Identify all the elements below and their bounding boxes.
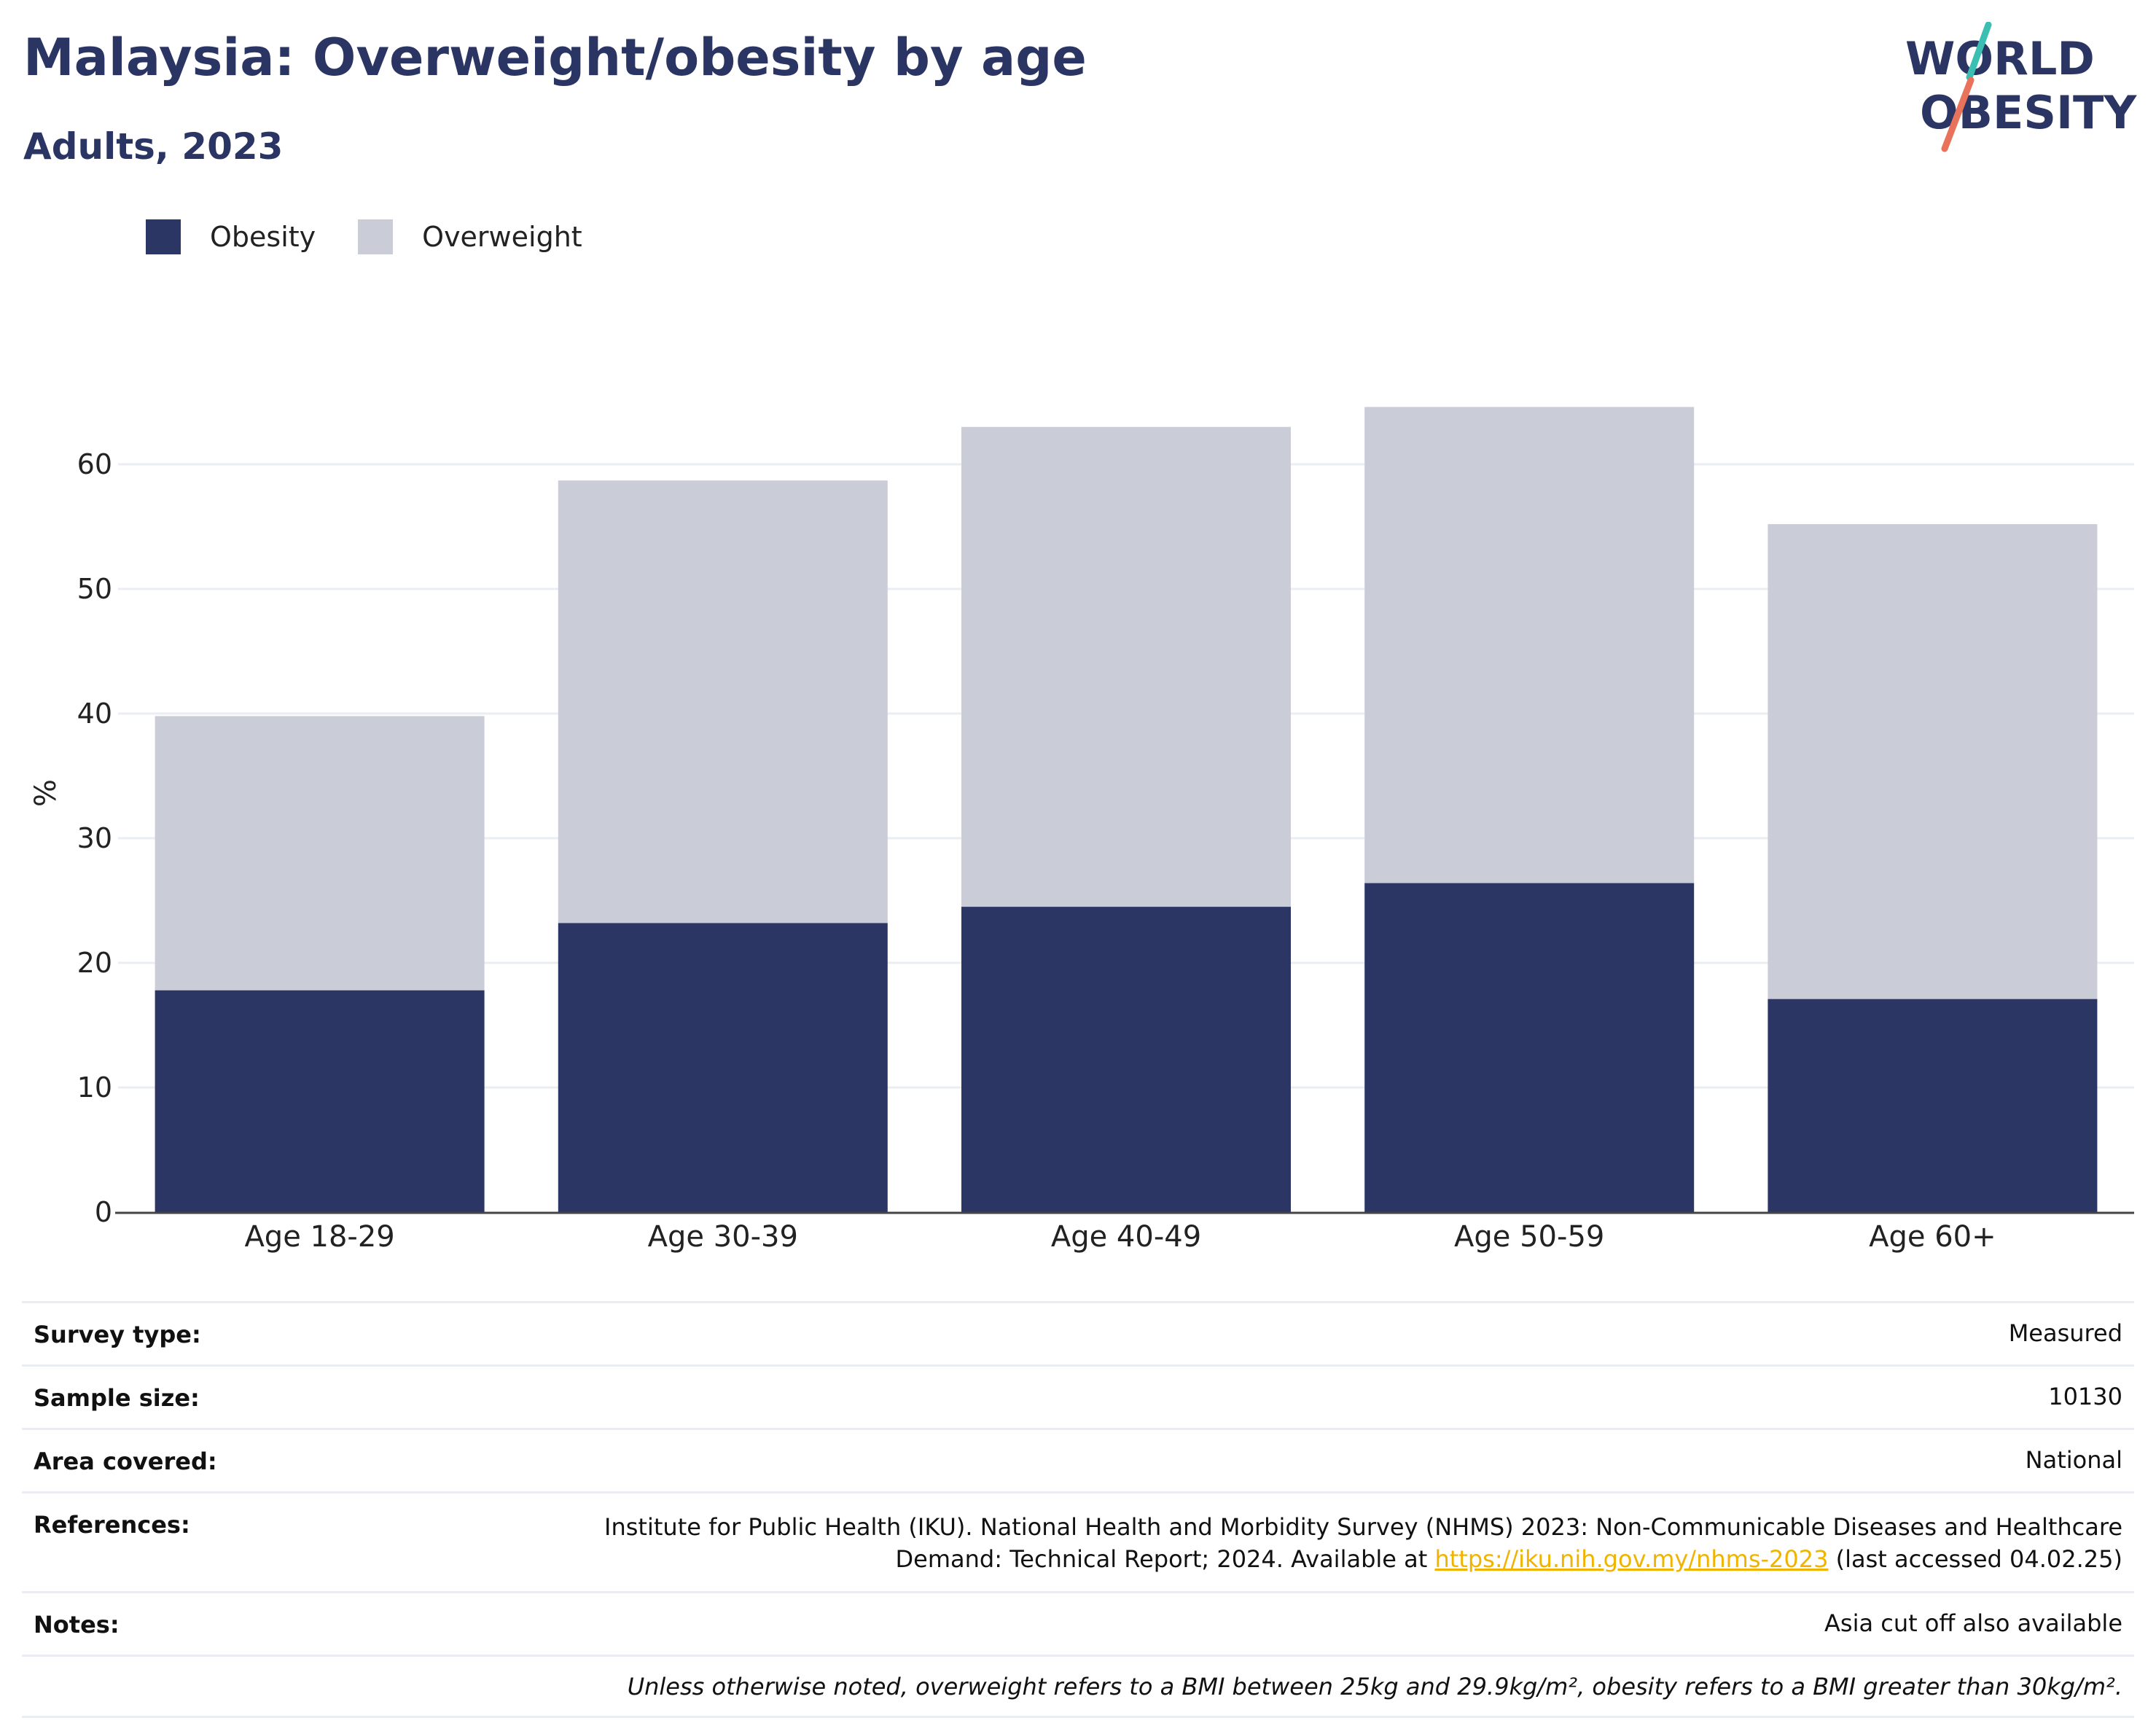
references-value: Institute for Public Health (IKU). Natio… — [604, 1511, 2122, 1575]
legend-item-overweight[interactable]: Overweight — [358, 219, 582, 254]
info-row-sample-size: Sample size: 10130 — [22, 1364, 2134, 1428]
survey-type-value: Measured — [2008, 1319, 2122, 1347]
y-tick-label: 60 — [77, 448, 112, 480]
bar-overweight — [1768, 524, 2098, 999]
y-axis-label: % — [29, 779, 63, 807]
footnote-text: Unless otherwise noted, overweight refer… — [627, 1673, 2122, 1700]
y-tick-label: 0 — [95, 1196, 112, 1228]
references-text-suffix: (last accessed 04.02.25) — [1828, 1545, 2122, 1573]
info-table: Survey type: Measured Sample size: 10130… — [22, 1301, 2134, 1718]
bar-obesity — [1768, 999, 2098, 1212]
info-row-references: References: Institute for Public Health … — [22, 1491, 2134, 1591]
bar-obesity — [558, 923, 888, 1212]
references-label: References: — [34, 1511, 190, 1539]
bar-obesity — [1364, 883, 1695, 1212]
sample-size-value: 10130 — [2048, 1383, 2122, 1410]
x-tick-label: Age 50-59 — [1454, 1220, 1604, 1254]
x-tick-label: Age 60+ — [1869, 1220, 1996, 1254]
notes-label: Notes: — [34, 1611, 120, 1639]
y-tick-label: 50 — [77, 573, 112, 605]
bar-overweight — [1364, 407, 1695, 883]
legend-label-obesity: Obesity — [210, 221, 316, 253]
info-row-notes: Notes: Asia cut off also available — [22, 1591, 2134, 1655]
references-text-prefix: Demand: Technical Report; 2024. Availabl… — [895, 1545, 1435, 1573]
y-tick-label: 10 — [77, 1071, 112, 1104]
y-tick-label: 20 — [77, 947, 112, 979]
notes-value: Asia cut off also available — [1824, 1609, 2122, 1637]
legend-item-obesity[interactable]: Obesity — [146, 219, 316, 254]
bar-overweight — [961, 426, 1291, 907]
x-tick-label: Age 40-49 — [1051, 1220, 1201, 1254]
sample-size-label: Sample size: — [34, 1384, 200, 1412]
bar-overweight — [155, 716, 485, 991]
area-covered-label: Area covered: — [34, 1448, 217, 1475]
bar-overweight — [558, 480, 888, 923]
bar-obesity — [961, 907, 1291, 1212]
world-obesity-logo: WORLD OBESITY — [1905, 22, 2137, 152]
x-tick-label: Age 30-39 — [648, 1220, 798, 1254]
logo-slash-coral — [1941, 77, 1975, 152]
references-link[interactable]: https://iku.nih.gov.my/nhms-2023 — [1434, 1545, 1829, 1573]
stacked-bar-chart: 0 10 20 30 40 50 60 Age 18-29 Age 30-39 Age 40-49… — [29, 407, 2134, 1254]
logo-slash-teal — [1966, 22, 1992, 81]
area-covered-value: National — [2025, 1446, 2122, 1474]
chart-subtitle: Adults, 2023 — [23, 125, 284, 168]
info-row-area-covered: Area covered: National — [22, 1428, 2134, 1491]
x-tick-label: Age 18-29 — [244, 1220, 394, 1254]
y-tick-label: 30 — [77, 822, 112, 854]
chart-title: Malaysia: Overweight/obesity by age — [23, 28, 1087, 87]
bar-obesity — [155, 990, 485, 1212]
chart-legend: Obesity Overweight — [146, 217, 625, 257]
legend-swatch-obesity — [146, 219, 181, 254]
y-tick-label: 40 — [77, 698, 112, 730]
legend-label-overweight: Overweight — [422, 221, 582, 253]
legend-swatch-overweight — [358, 219, 394, 254]
logo-text-world: WORLD — [1905, 32, 2095, 85]
survey-type-label: Survey type: — [34, 1321, 201, 1348]
references-text-line1: Institute for Public Health (IKU). Natio… — [604, 1513, 2122, 1541]
info-row-survey-type: Survey type: Measured — [22, 1301, 2134, 1364]
info-row-footnote: Unless otherwise noted, overweight refer… — [22, 1655, 2134, 1718]
